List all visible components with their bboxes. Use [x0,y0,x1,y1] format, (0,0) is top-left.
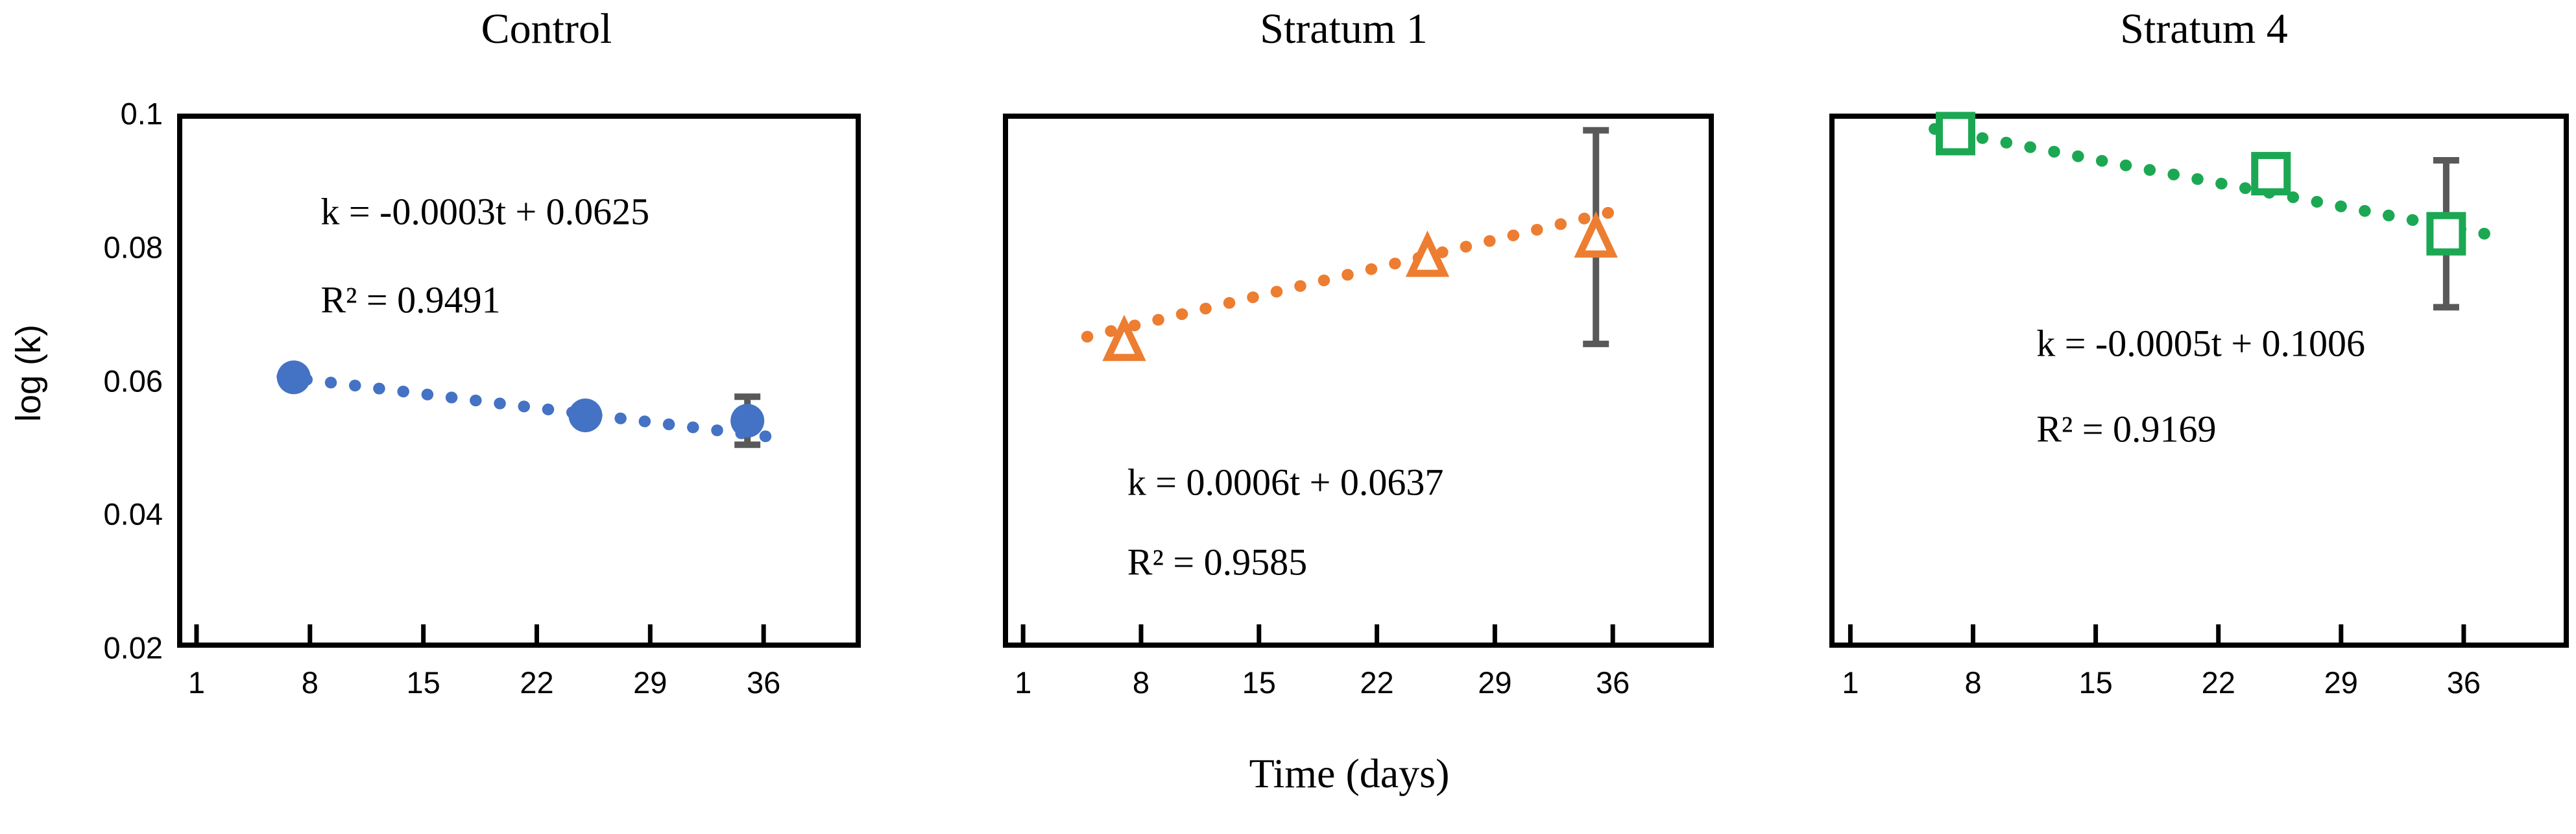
x-tick-label: 8 [301,665,319,700]
stratum-1-r-squared-label: R² = 0.9585 [1127,541,1308,583]
stratum-1-plot [1003,114,1714,648]
data-point-marker [2251,152,2291,196]
x-tick-label: 8 [1132,665,1150,700]
control-trendline-equation: k = -0.0003t + 0.0625 [320,190,650,233]
x-tick-label: 36 [1596,665,1630,700]
data-point-marker [1574,211,1618,258]
x-tick-label: 15 [2078,665,2113,700]
control-plot [177,114,861,648]
plot-frame [1003,114,1714,648]
x-tick-label: 15 [406,665,440,700]
data-point-marker [730,404,765,438]
stratum-4-x-tick-labels: 1 8 15 22 29 36 [1829,114,2569,698]
y-tick-label: 0.04 [103,497,163,532]
panel-title-stratum-1: Stratum 1 [1260,5,1428,53]
x-tick-label: 22 [520,665,554,700]
trendline [1081,202,1636,343]
y-axis-label: log (k) [9,324,48,423]
y-tick-label: 0.08 [103,230,163,265]
stratum-4-plot [1829,112,2569,648]
y-tick-label: 0.06 [103,363,163,398]
x-tick-label: 36 [2446,665,2481,700]
trendline [276,371,783,444]
panel-title-stratum-4: Stratum 4 [2120,5,2288,53]
data-point-marker [2426,212,2466,256]
x-tick-label: 29 [1478,665,1512,700]
control-r-squared-label: R² = 0.9491 [320,278,501,321]
x-tick-label: 22 [2201,665,2235,700]
x-tick-label: 36 [747,665,781,700]
x-tick-label: 15 [1242,665,1276,700]
x-axis-label: Time (days) [1249,750,1450,796]
x-tick-label: 8 [1964,665,1982,700]
y-tick-label: 0.1 [120,96,163,131]
x-tick-label: 29 [633,665,668,700]
data-point-marker [568,398,603,432]
x-tick-label: 22 [1360,665,1394,700]
x-tick-label: 29 [2324,665,2358,700]
x-tick-label: 1 [187,665,206,700]
data-point-marker [276,360,311,395]
x-tick-label: 1 [1015,665,1032,700]
data-point-marker [1936,112,1976,156]
x-tick-label: 1 [1842,665,1859,700]
control-x-tick-labels: 1 8 15 22 29 36 [177,114,861,698]
data-point-marker [1102,314,1146,362]
panel-stratum-1: Stratum 1 1 8 15 22 29 36 k = 0.0006t + 0.063… [1003,5,1714,698]
panel-title-control: Control [481,5,612,53]
plot-frame [177,114,861,648]
stratum-1-trendline-equation: k = 0.0006t + 0.0637 [1127,461,1444,504]
data-point-marker [1405,230,1450,277]
panel-stratum-4: Stratum 4 1 8 15 22 29 36 k = -0.0005t + 0.10… [1829,5,2569,698]
stratum-1-x-tick-labels: 1 8 15 22 29 36 [1003,114,1714,698]
stratum-4-r-squared-label: R² = 0.9169 [2036,408,2217,450]
panel-control: Control 0.02 0.04 0.06 0.08 0.1 1 8 15 22 29 36 k… [104,5,861,698]
plot-frame [1829,114,2569,648]
trendline [1929,123,2493,240]
stratum-4-trendline-equation: k = -0.0005t + 0.1006 [2036,322,2366,365]
control-y-tick-labels: 0.02 0.04 0.06 0.08 0.1 [104,99,861,663]
y-tick-label: 0.02 [103,630,163,665]
